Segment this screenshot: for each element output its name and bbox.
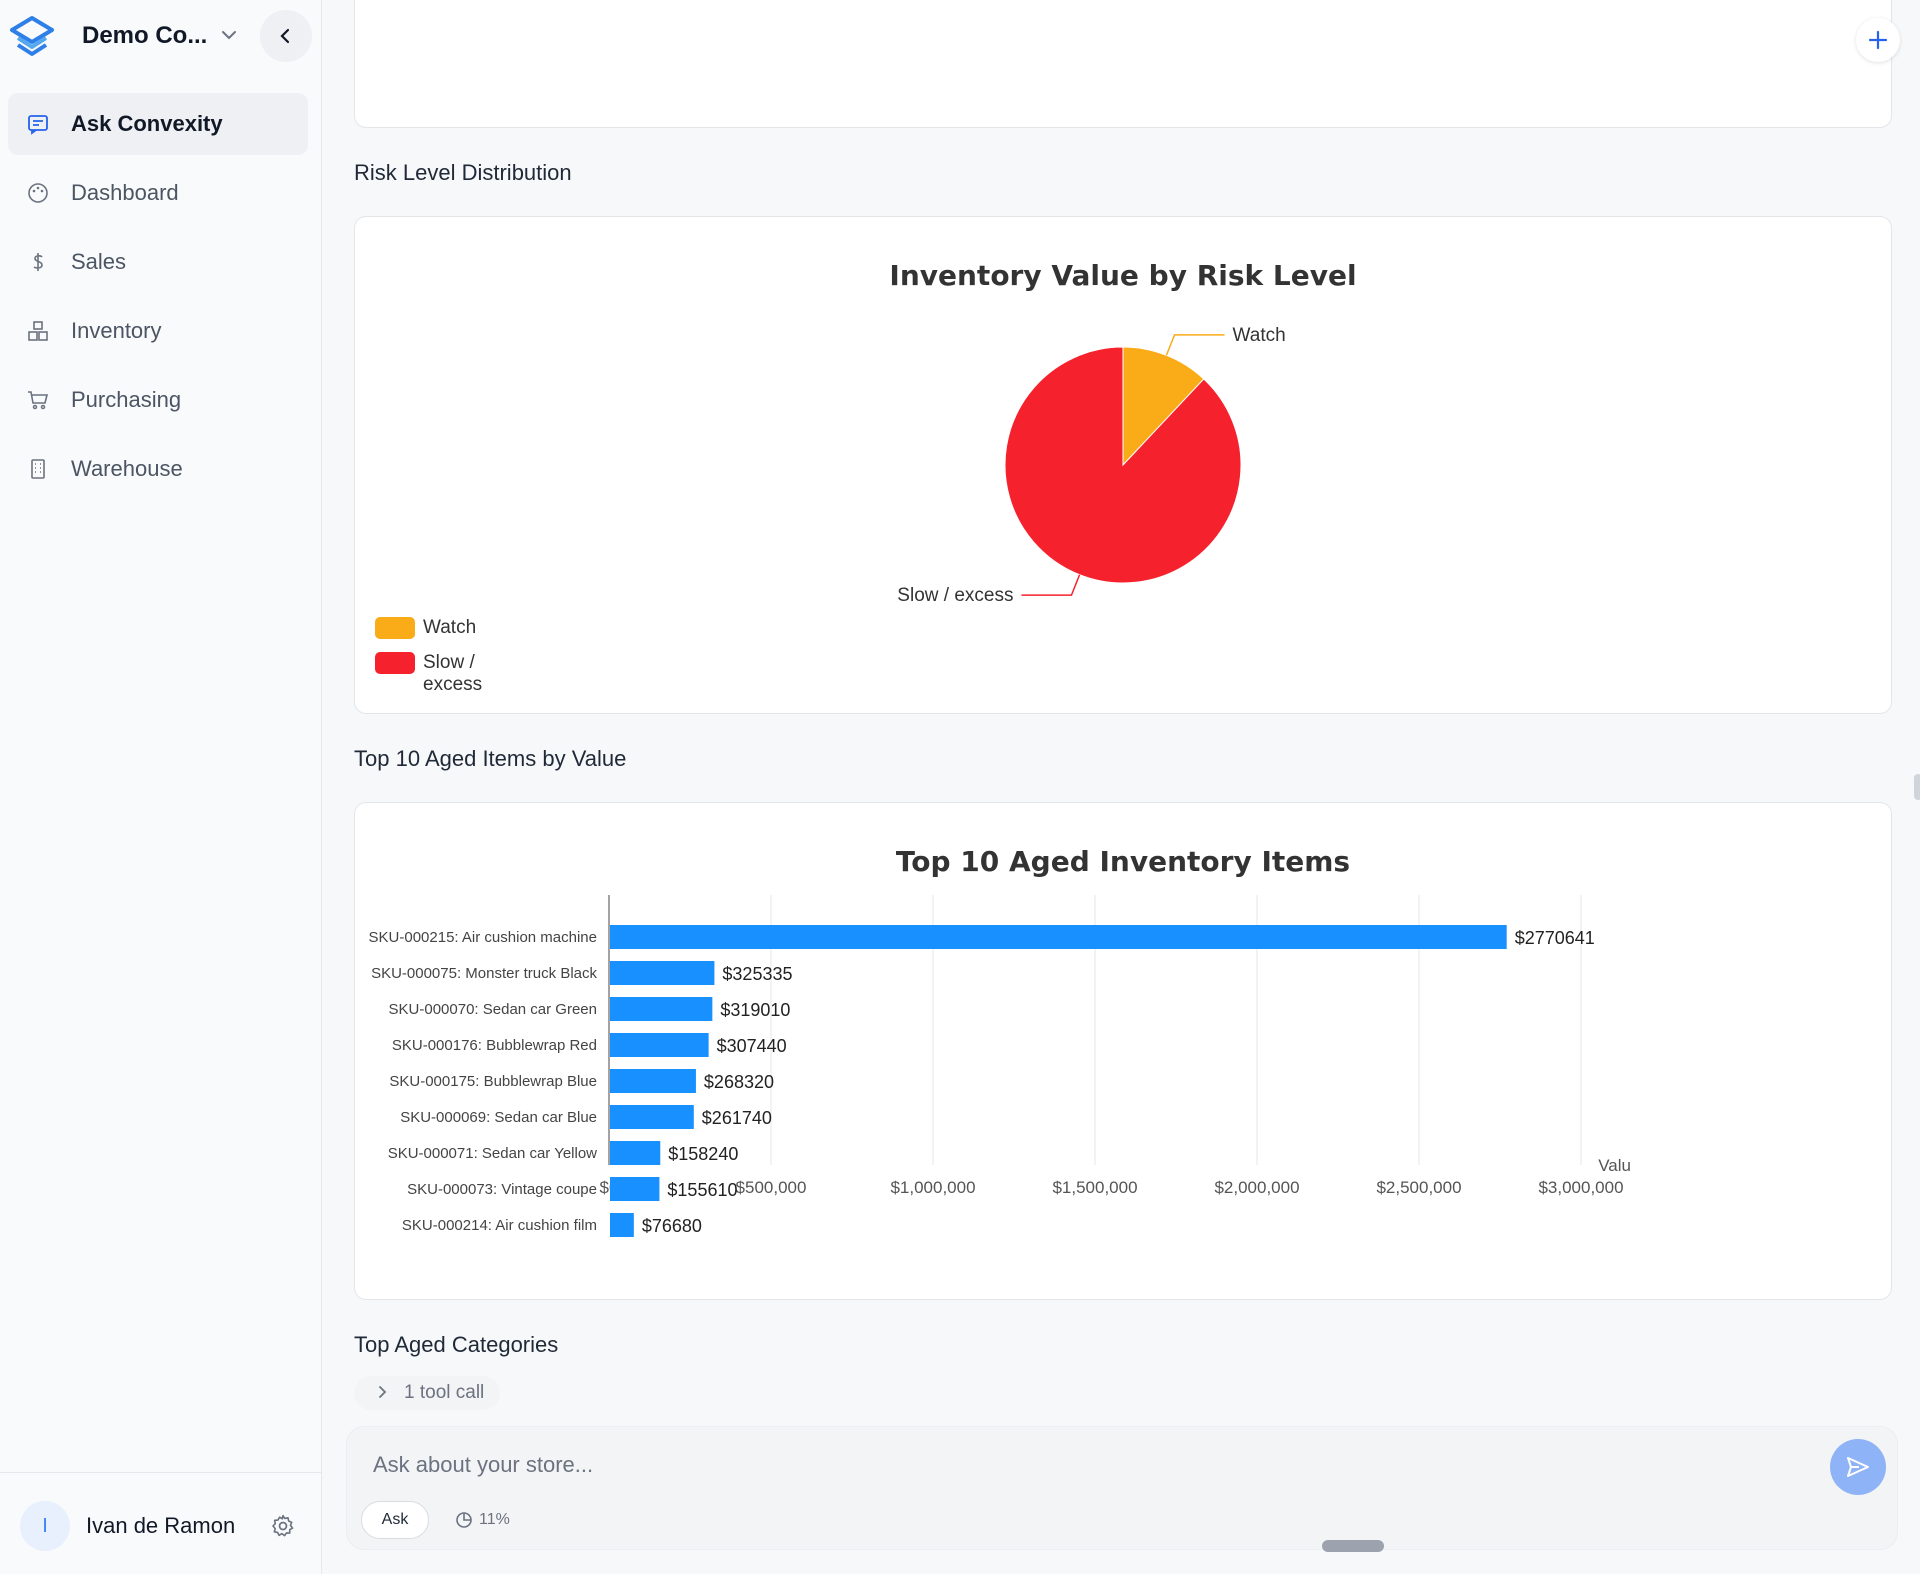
sidebar-item-label: Dashboard: [71, 180, 179, 205]
sidebar-item-label: Warehouse: [71, 456, 183, 481]
sidebar-item-warehouse[interactable]: Warehouse: [8, 438, 308, 500]
composer: Ask 11%: [346, 1426, 1898, 1550]
y-category-label: SKU-000175: Bubblewrap Blue: [389, 1073, 597, 1090]
sidebar-item-purchasing[interactable]: Purchasing: [8, 369, 308, 431]
chevron-left-icon: [280, 28, 290, 44]
x-tick-label: $500,000: [736, 1178, 807, 1197]
plus-icon: [1868, 30, 1888, 50]
bar[interactable]: [610, 1213, 634, 1237]
sidebar-item-inventory[interactable]: Inventory: [8, 300, 308, 362]
chevron-down-icon: [222, 31, 236, 40]
pie-label-line: [1165, 334, 1225, 356]
bar[interactable]: [610, 1177, 660, 1201]
y-category-label: SKU-000214: Air cushion film: [402, 1217, 597, 1234]
chart-title: Inventory Value by Risk Level: [889, 259, 1357, 292]
bar-chart: $0 $500,000 $1,000,000 $1,500,000 $2,000,000…: [369, 895, 1631, 1237]
chart-title: Top 10 Aged Inventory Items: [895, 845, 1351, 878]
cart-icon: [28, 391, 49, 410]
pie-slice[interactable]: [1004, 346, 1242, 584]
legend-label: Slow / excess: [423, 652, 483, 695]
usage-indicator: 11%: [455, 1511, 510, 1529]
x-tick-label: $2,500,000: [1376, 1178, 1461, 1197]
y-category-label: SKU-000215: Air cushion machine: [369, 929, 597, 946]
pie-chart: Watch Slow / excess: [897, 325, 1286, 606]
building-icon: [31, 459, 45, 479]
aged-items-chart-card: Top 10 Aged Inventory Items $0 $500,000 $1…: [354, 802, 1892, 1300]
bar[interactable]: [610, 1105, 694, 1129]
bar-value-label: $307440: [717, 1036, 787, 1056]
chat-input[interactable]: [373, 1445, 1773, 1485]
section-title-categories: Top Aged Categories: [354, 1332, 559, 1357]
y-category-label: SKU-000075: Monster truck Black: [371, 965, 597, 982]
sidebar-item-dashboard[interactable]: Dashboard: [8, 162, 308, 224]
x-axis-label: Valu: [1598, 1156, 1631, 1175]
sidebar-nav: Ask Convexity Dashboard Sales Inventory Purc…: [8, 93, 308, 507]
x-tick-label: $1,500,000: [1052, 1178, 1137, 1197]
user-name: Ivan de Ramon: [86, 1513, 236, 1538]
y-category-label: SKU-000176: Bubblewrap Red: [392, 1037, 597, 1054]
section-title-risk: Risk Level Distribution: [354, 160, 572, 185]
bar-value-label: $155610: [667, 1180, 737, 1200]
x-tick-label: $2,000,000: [1214, 1178, 1299, 1197]
bar-value-label: $319010: [720, 1000, 790, 1020]
resize-handle[interactable]: [1322, 1540, 1384, 1552]
palette-icon: [28, 183, 48, 203]
section-title-aged: Top 10 Aged Items by Value: [354, 746, 627, 771]
bar[interactable]: [610, 1069, 696, 1093]
sidebar-item-label: Inventory: [71, 318, 162, 343]
org-name: Demo Co...: [82, 22, 208, 49]
pie-slice-label: Watch: [1233, 325, 1286, 346]
main-content: Risk Level Distribution Inventory Value …: [322, 0, 1920, 1574]
bar-value-label: $2770641: [1515, 928, 1595, 948]
previous-result-card: [354, 0, 1892, 128]
x-tick-label: $3,000,000: [1538, 1178, 1623, 1197]
logo-icon: [10, 16, 54, 56]
sidebar-item-sales[interactable]: Sales: [8, 231, 308, 293]
chevron-right-icon: [379, 1386, 387, 1398]
bar[interactable]: [610, 1141, 661, 1165]
legend-label: Watch: [423, 617, 477, 638]
avatar[interactable]: I: [20, 1501, 70, 1551]
bar-value-label: $261740: [702, 1108, 772, 1128]
bar-value-label: $325335: [722, 964, 792, 984]
bar[interactable]: [610, 961, 715, 985]
send-icon: [1847, 1457, 1869, 1477]
sidebar-item-label: Sales: [71, 249, 127, 274]
risk-chart-card: Inventory Value by Risk Level Watch Slow …: [354, 216, 1892, 714]
tool-call-label: 1 tool call: [404, 1382, 485, 1403]
y-category-label: SKU-000073: Vintage coupe: [407, 1181, 597, 1198]
x-tick-label: $1,000,000: [890, 1178, 975, 1197]
pie-slice-label: Slow / excess: [897, 585, 1013, 606]
user-profile: I Ivan de Ramon: [0, 1472, 322, 1574]
legend-swatch: [375, 617, 415, 639]
boxes-icon: [28, 321, 48, 341]
sidebar: Demo Co... Ask Convexity Dashboard Sales In…: [0, 0, 322, 1574]
send-button[interactable]: [1830, 1439, 1886, 1495]
y-category-label: SKU-000069: Sedan car Blue: [400, 1109, 597, 1126]
bar[interactable]: [610, 997, 713, 1021]
scrollbar-thumb[interactable]: [1914, 774, 1920, 800]
y-category-label: SKU-000071: Sedan car Yellow: [388, 1145, 597, 1162]
gear-icon[interactable]: [270, 1513, 296, 1539]
org-switcher[interactable]: Demo Co...: [0, 0, 322, 74]
chat-icon: [28, 115, 48, 135]
sidebar-item-label: Purchasing: [71, 387, 182, 412]
legend-swatch: [375, 652, 415, 674]
sidebar-item-label: Ask Convexity: [71, 111, 223, 136]
usage-value: 11%: [479, 1511, 510, 1528]
sidebar-item-ask-convexity[interactable]: Ask Convexity: [8, 93, 308, 155]
bar-value-label: $76680: [642, 1216, 702, 1236]
bar[interactable]: [610, 925, 1507, 949]
bar-value-label: $158240: [668, 1144, 738, 1164]
bar-value-label: $268320: [704, 1072, 774, 1092]
tool-call-toggle[interactable]: 1 tool call: [354, 1376, 501, 1410]
dollar-icon: [33, 253, 43, 271]
y-category-label: SKU-000070: Sedan car Green: [389, 1001, 597, 1018]
pie-usage-icon: [456, 1512, 472, 1528]
ask-mode-button[interactable]: Ask: [361, 1501, 429, 1539]
bar[interactable]: [610, 1033, 709, 1057]
new-chat-button[interactable]: [1856, 18, 1900, 62]
collapse-sidebar-button[interactable]: [260, 10, 312, 62]
pie-label-line: [1021, 574, 1081, 596]
